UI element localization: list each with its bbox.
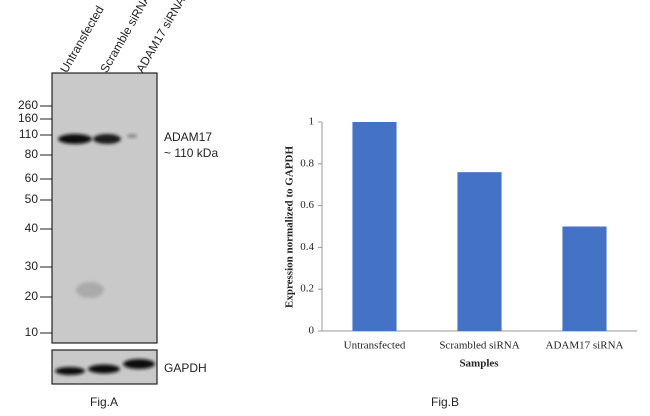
marker-label: 50	[25, 192, 39, 206]
x-tick-label: Scrambled siRNA	[439, 340, 519, 352]
bar	[562, 226, 607, 331]
x-tick-label: ADAM17 siRNA	[546, 340, 624, 352]
blot-band	[58, 134, 92, 144]
marker-label: 40	[25, 221, 39, 235]
blot-band	[127, 134, 137, 138]
gapdh-band	[88, 364, 120, 374]
band-size: ~ 110 kDa	[164, 146, 218, 160]
marker-label: 60	[25, 171, 39, 185]
y-tick-label: 0.8	[300, 157, 314, 169]
marker-label: 80	[25, 147, 39, 161]
marker-label: 30	[25, 259, 39, 273]
x-axis-label: Samples	[459, 358, 499, 370]
caption: Fig.A	[90, 395, 118, 409]
marker-label: 20	[25, 289, 39, 303]
loading-label: GAPDH	[164, 361, 207, 375]
bar	[352, 122, 397, 331]
bar	[457, 172, 502, 331]
caption: Fig.B	[431, 395, 459, 409]
marker-label: 160	[18, 111, 38, 125]
gapdh-band	[123, 359, 155, 369]
blot-panel	[51, 72, 158, 344]
x-tick-label: Untransfected	[344, 340, 406, 352]
marker-label: 260	[18, 98, 38, 112]
y-axis-label: Expression normalized to GAPDH	[284, 146, 296, 308]
marker-label: 110	[19, 127, 38, 141]
y-tick-label: 0.6	[300, 199, 314, 211]
blot-band	[93, 134, 121, 144]
band-label: ADAM17	[164, 130, 212, 144]
marker-label: 10	[25, 325, 39, 339]
gapdh-band	[55, 367, 85, 375]
y-tick-label: 0.4	[300, 241, 314, 253]
y-tick-label: 0.2	[300, 283, 314, 295]
y-tick-label: 1	[309, 116, 315, 128]
y-tick-label: 0	[309, 325, 315, 337]
blot-smear	[76, 282, 104, 298]
